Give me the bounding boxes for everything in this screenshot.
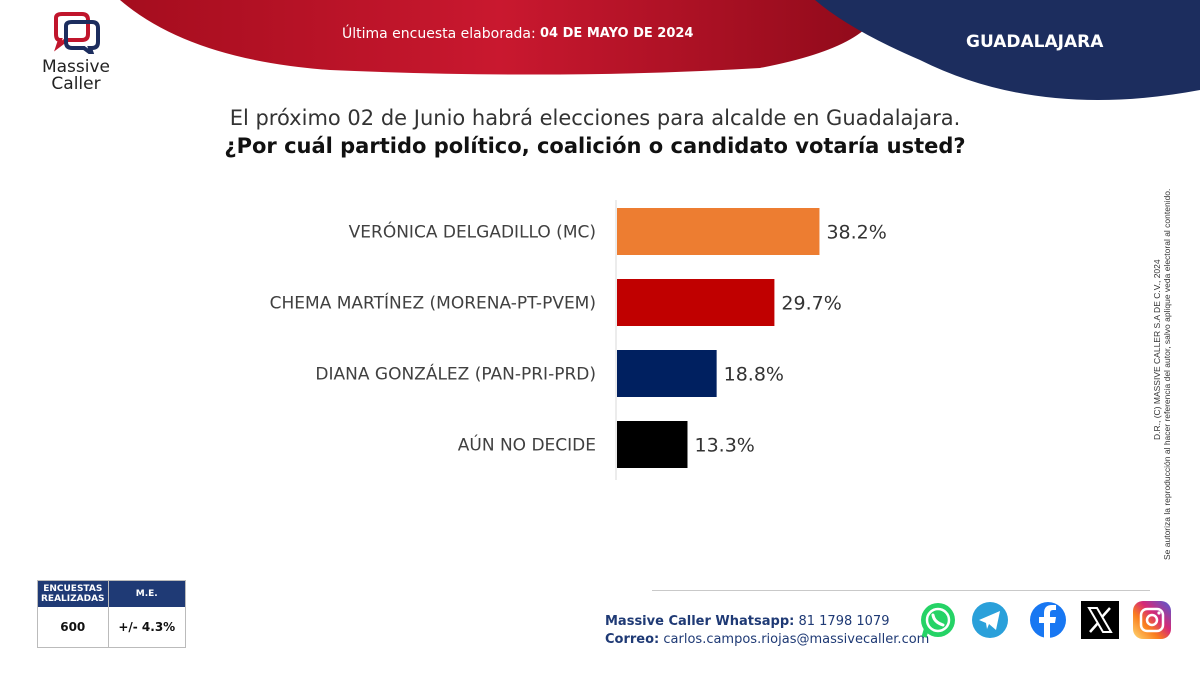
- bar-3: [617, 350, 717, 397]
- telegram-icon[interactable]: [970, 600, 1010, 640]
- footer-divider: [652, 590, 1150, 591]
- header-banner: [120, 0, 1200, 100]
- city-label: GUADALAJARA: [966, 32, 1104, 52]
- value-label-3: 18.8%: [724, 364, 784, 386]
- whatsapp-icon[interactable]: [918, 600, 958, 640]
- question-main: ¿Por cuál partido político, coalición o …: [224, 134, 966, 158]
- whatsapp-label: Massive Caller Whatsapp:: [605, 614, 795, 629]
- legal-line1: D.R., (C) MASSIVE CALLER S.A DE C.V., 20…: [1152, 259, 1162, 440]
- question: El próximo 02 de Junio habrá elecciones …: [0, 104, 1200, 160]
- bar-4: [617, 421, 688, 468]
- category-label-1: VERÓNICA DELGADILLO (MC): [349, 221, 596, 243]
- whatsapp-number: 81 1798 1079: [798, 614, 890, 629]
- stats-header-samples: ENCUESTAS REALIZADAS: [38, 581, 109, 607]
- instagram-icon[interactable]: [1132, 600, 1172, 640]
- category-label-4: AÚN NO DECIDE: [458, 434, 596, 456]
- category-label-3: DIANA GONZÁLEZ (PAN-PRI-PRD): [315, 363, 596, 385]
- category-label-2: CHEMA MARTÍNEZ (MORENA-PT-PVEM): [270, 292, 596, 314]
- question-intro: El próximo 02 de Junio habrá elecciones …: [229, 106, 961, 130]
- value-label-1: 38.2%: [826, 222, 886, 244]
- survey-date: 04 DE MAYO DE 2024: [540, 26, 694, 41]
- survey-date-label: Última encuesta elaborada:: [342, 26, 536, 42]
- survey-stats-table: ENCUESTAS REALIZADAS M.E. 600 +/- 4.3%: [37, 580, 186, 648]
- logo-text-line1: Massive: [41, 57, 111, 77]
- logo-text-line2: Caller: [51, 74, 101, 94]
- email-link[interactable]: carlos.campos.riojas@massivecaller.com: [663, 632, 930, 647]
- brand-logo: Massive Caller: [36, 12, 116, 93]
- email-label: Correo:: [605, 632, 660, 647]
- stats-me-value: +/- 4.3%: [118, 620, 176, 634]
- bar-1: [617, 208, 820, 255]
- legal-notice: D.R., (C) MASSIVE CALLER S.A DE C.V., 20…: [1152, 189, 1172, 560]
- stats-samples-value: 600: [38, 607, 109, 647]
- legal-line2: Se autoriza la reproducción al hacer ref…: [1162, 189, 1172, 560]
- x-icon[interactable]: [1080, 600, 1120, 640]
- value-label-2: 29.7%: [781, 293, 841, 315]
- bar-2: [617, 279, 775, 326]
- logo-icon: [54, 12, 100, 60]
- value-label-4: 13.3%: [694, 435, 754, 457]
- contact-info: Massive Caller Whatsapp: 81 1798 1079 Co…: [605, 613, 929, 649]
- facebook-icon[interactable]: [1028, 600, 1068, 640]
- stats-header-me: M.E.: [135, 589, 158, 599]
